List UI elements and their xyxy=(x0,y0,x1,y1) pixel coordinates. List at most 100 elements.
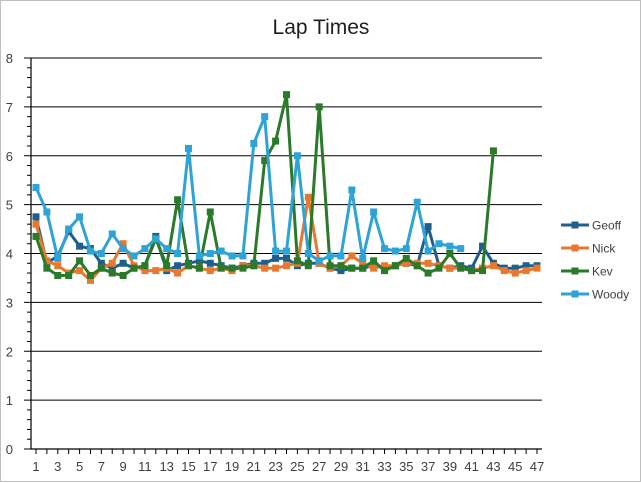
data-point xyxy=(457,245,465,253)
y-tick-label: 6 xyxy=(6,149,13,164)
data-point xyxy=(435,264,443,272)
data-point xyxy=(130,264,138,272)
data-point xyxy=(283,262,290,270)
data-point xyxy=(337,267,345,275)
legend-item: Nick xyxy=(561,242,616,256)
data-point xyxy=(293,152,301,160)
data-point xyxy=(217,247,225,255)
data-point xyxy=(468,267,476,275)
chart-title: Lap Times xyxy=(273,16,370,39)
data-point xyxy=(402,245,410,253)
data-point xyxy=(402,254,410,262)
data-point xyxy=(119,271,127,279)
data-point xyxy=(163,245,171,253)
data-point xyxy=(54,271,62,279)
series-lines xyxy=(32,91,541,284)
data-point xyxy=(424,259,432,267)
data-point xyxy=(348,264,356,272)
data-point xyxy=(326,252,334,260)
data-point xyxy=(522,267,530,275)
x-tick-label: 25 xyxy=(290,459,304,474)
data-point xyxy=(337,252,345,260)
data-point xyxy=(250,140,258,148)
data-point xyxy=(511,264,519,272)
data-point xyxy=(381,262,389,270)
y-tick-label: 2 xyxy=(6,344,13,359)
y-tick-label: 7 xyxy=(6,100,13,115)
x-tick-label: 31 xyxy=(356,459,370,474)
x-tick-label: 27 xyxy=(312,459,326,474)
x-axis-tick-labels: 1 3 5 7 9 11 13 15 17 19 21 23 25 27 29 31 33 35 37 39 41 43 4… xyxy=(32,459,544,474)
data-point xyxy=(32,232,40,240)
y-tick-label: 4 xyxy=(6,247,13,262)
data-point xyxy=(446,250,454,257)
data-point xyxy=(174,269,182,277)
data-point xyxy=(370,264,378,272)
series-line xyxy=(34,115,462,263)
data-point xyxy=(184,262,192,270)
x-tick-label: 37 xyxy=(421,459,435,474)
data-point xyxy=(141,267,149,275)
data-point xyxy=(293,257,301,265)
data-point xyxy=(43,264,51,272)
y-tick-label: 5 xyxy=(6,198,13,213)
x-tick-label: 17 xyxy=(203,459,217,474)
data-point xyxy=(108,269,116,277)
data-point xyxy=(86,276,94,284)
data-point xyxy=(479,267,487,275)
data-point xyxy=(272,137,280,145)
data-point xyxy=(370,257,378,265)
data-point xyxy=(250,262,258,270)
y-tick-label: 0 xyxy=(6,442,13,457)
data-point xyxy=(413,262,421,270)
data-point xyxy=(184,144,192,152)
data-point xyxy=(272,247,280,255)
data-point xyxy=(283,247,290,255)
data-point xyxy=(359,254,367,262)
data-point xyxy=(119,259,127,267)
data-point xyxy=(315,257,323,265)
legend-label: Woody xyxy=(592,288,629,302)
data-point xyxy=(304,262,312,270)
data-point xyxy=(424,247,432,255)
data-point xyxy=(424,223,432,231)
legend-label: Geoff xyxy=(592,219,622,233)
data-point xyxy=(86,247,94,255)
data-point xyxy=(511,269,519,277)
x-tick-label: 7 xyxy=(98,459,105,474)
data-point xyxy=(76,242,84,250)
data-point xyxy=(315,103,323,111)
x-tick-label: 19 xyxy=(225,459,239,474)
data-point xyxy=(32,220,40,228)
legend-label: Nick xyxy=(592,242,616,256)
data-point xyxy=(304,250,312,257)
data-point xyxy=(76,213,84,221)
data-point xyxy=(174,196,182,204)
data-point xyxy=(119,240,127,248)
legend-label: Kev xyxy=(592,265,613,279)
x-tick-label: 5 xyxy=(76,459,83,474)
x-tick-label: 41 xyxy=(464,459,478,474)
data-point xyxy=(457,264,465,272)
data-point xyxy=(228,252,236,260)
data-point xyxy=(261,264,269,272)
data-point xyxy=(381,267,389,275)
data-point xyxy=(217,264,225,272)
data-point xyxy=(228,264,236,272)
series-kev xyxy=(32,91,497,279)
legend-marker xyxy=(571,290,579,298)
data-point xyxy=(261,259,269,267)
data-point xyxy=(97,264,105,272)
data-point xyxy=(424,269,432,277)
data-point xyxy=(206,250,214,257)
data-point xyxy=(108,259,116,267)
data-point xyxy=(152,235,160,243)
legend-item: Geoff xyxy=(561,219,622,233)
x-tick-label: 29 xyxy=(334,459,348,474)
data-point xyxy=(206,259,214,267)
axes xyxy=(24,57,542,454)
x-tick-label: 11 xyxy=(138,459,152,474)
data-point xyxy=(43,257,51,265)
data-point xyxy=(239,264,247,272)
